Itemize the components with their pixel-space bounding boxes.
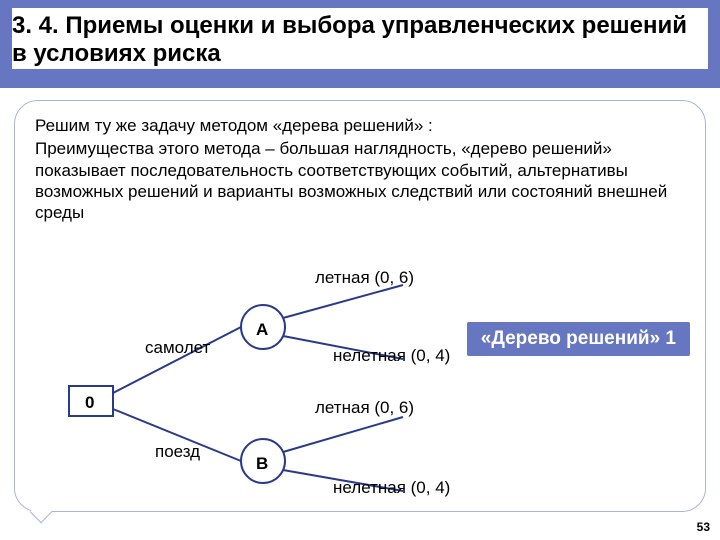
tree-svg: 0 A B самолет поезд летная (0, 6) нелетн… [15, 261, 675, 501]
leaf-a2: нелетная (0, 4) [333, 346, 450, 365]
node-a-label: A [256, 320, 268, 339]
leaf-b1: летная (0, 6) [315, 398, 414, 417]
content-frame: Решим ту же задачу методом «дерева решен… [14, 100, 706, 512]
branch-label-plane: самолет [145, 338, 211, 357]
frame-notch [30, 501, 53, 524]
paragraph-2: Преимущества этого метода – большая нагл… [35, 138, 685, 223]
edge-root-a [113, 327, 241, 393]
node-b-label: B [256, 454, 268, 473]
branch-label-train: поезд [155, 442, 200, 461]
leaf-a1: летная (0, 6) [315, 268, 414, 287]
edge-b-1 [283, 417, 403, 452]
paragraph-1: Решим ту же задачу методом «дерева решен… [35, 115, 685, 136]
edge-a-1 [283, 285, 403, 318]
leaf-b2: нелетная (0, 4) [333, 478, 450, 497]
node-root-label: 0 [85, 393, 94, 412]
decision-tree: 0 A B самолет поезд летная (0, 6) нелетн… [15, 261, 705, 501]
page-number: 53 [697, 520, 710, 534]
title-stripe [0, 68, 720, 88]
callout-box: «Дерево решений» 1 [467, 322, 690, 356]
slide-title: 3. 4. Приемы оценки и выбора управленчес… [12, 8, 708, 69]
